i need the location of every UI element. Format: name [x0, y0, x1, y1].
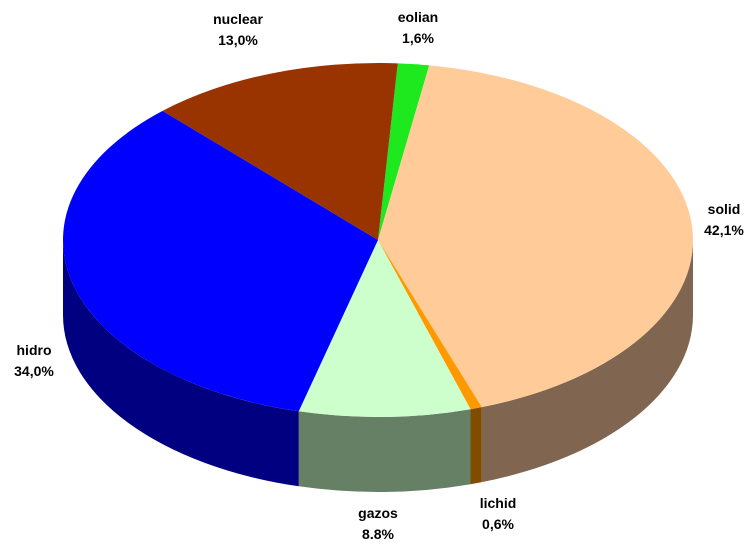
slice-label: solid: [708, 201, 741, 217]
pie-slice: [63, 110, 379, 412]
value-label: 34,0%: [14, 363, 54, 379]
value-label: 1,6%: [402, 30, 434, 46]
value-label: 13,0%: [218, 32, 258, 48]
slice-label: eolian: [398, 9, 438, 25]
slice-label: lichid: [480, 495, 517, 511]
pie-slice: [298, 240, 471, 417]
slice-label: hidro: [17, 342, 52, 358]
value-label: 0,6%: [482, 516, 514, 532]
pie-side: [481, 240, 693, 483]
pie-slice: [378, 240, 482, 410]
pie-side: [298, 409, 471, 492]
slice-label: nuclear: [213, 11, 263, 27]
pie-slice: [162, 63, 398, 241]
pie-slice: [378, 63, 430, 240]
pie-slice: [378, 65, 693, 408]
pie-side: [63, 240, 299, 487]
slice-label: gazos: [358, 505, 398, 521]
value-label: 8.8%: [362, 526, 394, 542]
pie-side: [470, 407, 482, 485]
value-label: 42,1%: [704, 222, 744, 238]
